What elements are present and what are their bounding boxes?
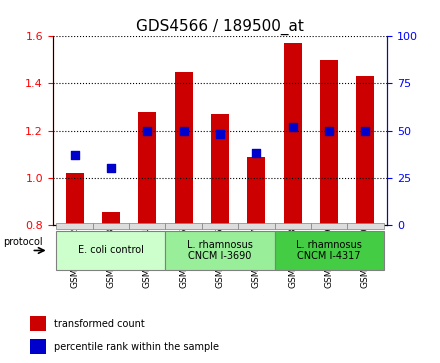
Bar <box>30 316 46 331</box>
Bar <box>30 339 46 354</box>
Bar <box>320 60 338 225</box>
Text: percentile rank within the sample: percentile rank within the sample <box>54 342 219 352</box>
Point <box>216 131 224 137</box>
Point <box>253 150 260 156</box>
Point <box>326 128 333 134</box>
FancyBboxPatch shape <box>165 231 275 270</box>
Text: protocol: protocol <box>3 237 43 247</box>
Bar <box>138 112 156 225</box>
Point <box>144 128 151 134</box>
FancyBboxPatch shape <box>165 223 202 229</box>
Bar <box>356 77 374 225</box>
Text: L. rhamnosus
CNCM I-3690: L. rhamnosus CNCM I-3690 <box>187 240 253 261</box>
FancyBboxPatch shape <box>275 231 384 270</box>
FancyBboxPatch shape <box>93 223 129 229</box>
Bar <box>102 212 120 225</box>
Bar <box>211 114 229 225</box>
FancyBboxPatch shape <box>202 223 238 229</box>
Point <box>107 166 114 171</box>
FancyBboxPatch shape <box>129 223 165 229</box>
Point <box>362 128 369 134</box>
Title: GDS4566 / 189500_at: GDS4566 / 189500_at <box>136 19 304 35</box>
Bar <box>284 44 302 225</box>
Point <box>289 124 296 130</box>
FancyBboxPatch shape <box>275 223 311 229</box>
FancyBboxPatch shape <box>311 223 347 229</box>
FancyBboxPatch shape <box>238 223 275 229</box>
Text: transformed count: transformed count <box>54 319 144 329</box>
Bar <box>175 72 193 225</box>
Bar <box>247 157 265 225</box>
Bar <box>66 173 84 225</box>
FancyBboxPatch shape <box>347 223 384 229</box>
FancyBboxPatch shape <box>56 223 93 229</box>
Text: L. rhamnosus
CNCM I-4317: L. rhamnosus CNCM I-4317 <box>296 240 362 261</box>
Text: E. coli control: E. coli control <box>78 245 144 256</box>
Point <box>71 152 78 158</box>
FancyBboxPatch shape <box>56 231 165 270</box>
Point <box>180 128 187 134</box>
